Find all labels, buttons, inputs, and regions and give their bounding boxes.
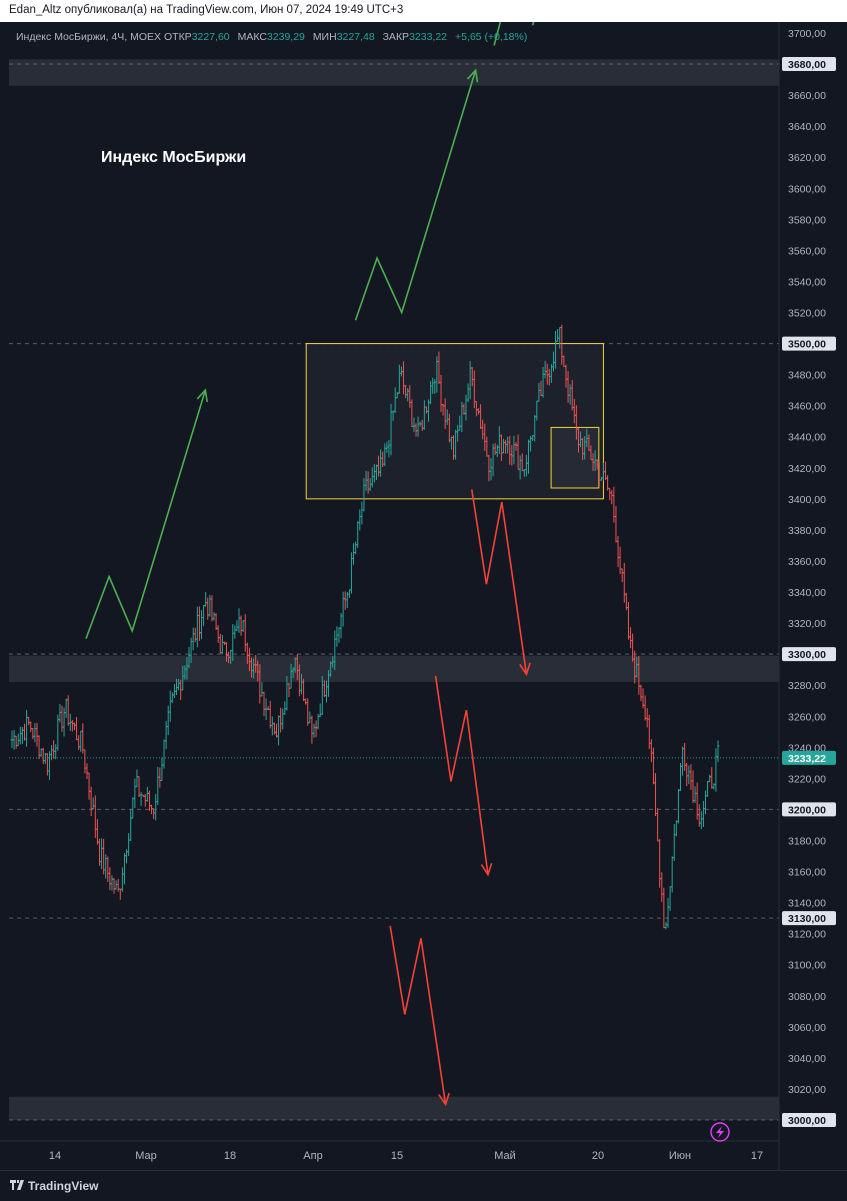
zone-band	[9, 655, 779, 683]
legend-high-label: МАКС	[237, 31, 267, 43]
y-tick-label: 3120,00	[788, 929, 826, 941]
publisher-bar: Edan_Altz опубликовал(а) на TradingView.…	[0, 0, 847, 23]
price-bar	[716, 740, 720, 763]
y-tick-label: 3260,00	[788, 711, 826, 723]
tradingview-logo[interactable]: TradingView	[10, 1179, 98, 1193]
y-tick-label: 3480,00	[788, 370, 826, 382]
range-box	[550, 426, 600, 489]
zone-band	[9, 59, 779, 86]
y-tick-label: 3620,00	[788, 152, 826, 164]
y-tick-label: 3220,00	[788, 773, 826, 785]
level-label	[782, 647, 836, 662]
x-tick-label: Мар	[135, 1150, 157, 1162]
arrow-up	[85, 389, 207, 639]
y-tick-label: 3600,00	[788, 183, 826, 195]
level-label	[782, 57, 836, 72]
level-label	[782, 802, 836, 817]
y-tick-label: 3420,00	[788, 463, 826, 475]
legend-low-label: МИН	[312, 31, 337, 43]
legend-open: 3227,60	[191, 31, 230, 43]
footer-brand: TradingView	[28, 1179, 99, 1193]
y-tick-label: 3040,00	[788, 1053, 826, 1065]
x-tick-label: 14	[49, 1150, 61, 1162]
level-label	[782, 336, 836, 351]
y-tick-label: 3640,00	[788, 121, 826, 133]
y-tick-label: 3080,00	[788, 991, 826, 1003]
legend-change: +5,65 (+0,18%)	[454, 31, 528, 43]
chart-title: Индекс МосБиржи	[101, 149, 246, 166]
y-tick-label: 3130,00	[788, 913, 826, 925]
y-tick-label: 3180,00	[788, 835, 826, 847]
y-tick-label: 3200,00	[788, 804, 826, 816]
y-tick-label: 3660,00	[788, 90, 826, 102]
y-tick-label: 3233,22	[788, 753, 826, 765]
arrow-down	[470, 489, 528, 675]
arrow-down	[434, 675, 489, 875]
level-label	[782, 911, 836, 926]
legend-close: 3233,22	[409, 31, 448, 43]
legend-open-label: ОТКР	[163, 31, 192, 43]
y-tick-label: 3700,00	[788, 28, 826, 40]
chart-background	[0, 22, 847, 1170]
legend-low: 3227,48	[336, 31, 375, 43]
y-tick-label: 3100,00	[788, 960, 826, 972]
y-tick-label: 3460,00	[788, 401, 826, 413]
legend-high: 3239,29	[266, 31, 305, 43]
flash-icon[interactable]	[710, 1122, 730, 1142]
y-tick-label: 3000,00	[788, 1115, 826, 1127]
y-tick-label: 3340,00	[788, 587, 826, 599]
arrow-head	[480, 863, 493, 877]
y-tick-label: 3580,00	[788, 214, 826, 226]
publisher-line: Edan_Altz опубликовал(а) на TradingView.…	[9, 4, 404, 16]
y-tick-label: 3060,00	[788, 1022, 826, 1034]
legend-close-label: ЗАКР	[382, 31, 410, 43]
level-label	[782, 1113, 836, 1127]
arrow-head	[196, 388, 208, 403]
x-tick-label: Май	[494, 1150, 516, 1162]
y-tick-label: 3160,00	[788, 867, 826, 879]
y-tick-label: 3380,00	[788, 525, 826, 537]
chart-area[interactable]: Индекс МосБиржи 3700,00 3680,00 3660,00 3640…	[0, 1, 847, 1170]
y-tick-label: 3400,00	[788, 494, 826, 506]
y-tick-label: 3300,00	[788, 649, 826, 661]
footer-bar: TradingView	[0, 1170, 847, 1201]
y-tick-label: 3360,00	[788, 556, 826, 568]
y-tick-label: 3520,00	[788, 308, 826, 320]
price-chart[interactable]: Индекс МосБиржи 3700,00 3680,00 3660,00 3640…	[0, 1, 847, 1170]
y-tick-label: 3320,00	[788, 618, 826, 630]
legend-symbol: Индекс МосБиржи, 4Ч, MOEX	[16, 31, 162, 43]
tv-logo-icon	[10, 1179, 24, 1190]
y-tick-label: 3560,00	[788, 245, 826, 257]
y-tick-label: 3140,00	[788, 898, 826, 910]
y-tick-label: 3680,00	[788, 59, 826, 71]
y-tick-label: 3540,00	[788, 276, 826, 288]
flash-icon-bolt	[716, 1126, 724, 1138]
y-tick-label: 3440,00	[788, 432, 826, 444]
current-price-label	[782, 750, 836, 765]
arrow-head	[466, 68, 479, 83]
arrow-head	[438, 1092, 450, 1107]
symbol-legend: Индекс МосБиржи, 4Ч, MOEX ОТКР3227,60 МА…	[16, 31, 532, 43]
x-tick-label: 18	[224, 1150, 236, 1162]
x-tick-label: Апр	[303, 1150, 322, 1162]
price-axis[interactable]	[779, 22, 847, 1170]
x-tick-label: 17	[751, 1150, 763, 1162]
x-tick-label: Июн	[669, 1150, 691, 1162]
zone-band	[9, 1096, 779, 1120]
arrow-head	[519, 662, 531, 677]
y-tick-label: 3500,00	[788, 339, 826, 351]
y-tick-label: 3020,00	[788, 1084, 826, 1096]
arrow-up	[354, 70, 477, 321]
x-tick-label: 20	[592, 1150, 604, 1162]
arrow-down	[389, 925, 447, 1105]
y-tick-label: 3280,00	[788, 680, 826, 692]
x-tick-label: 15	[391, 1150, 403, 1162]
